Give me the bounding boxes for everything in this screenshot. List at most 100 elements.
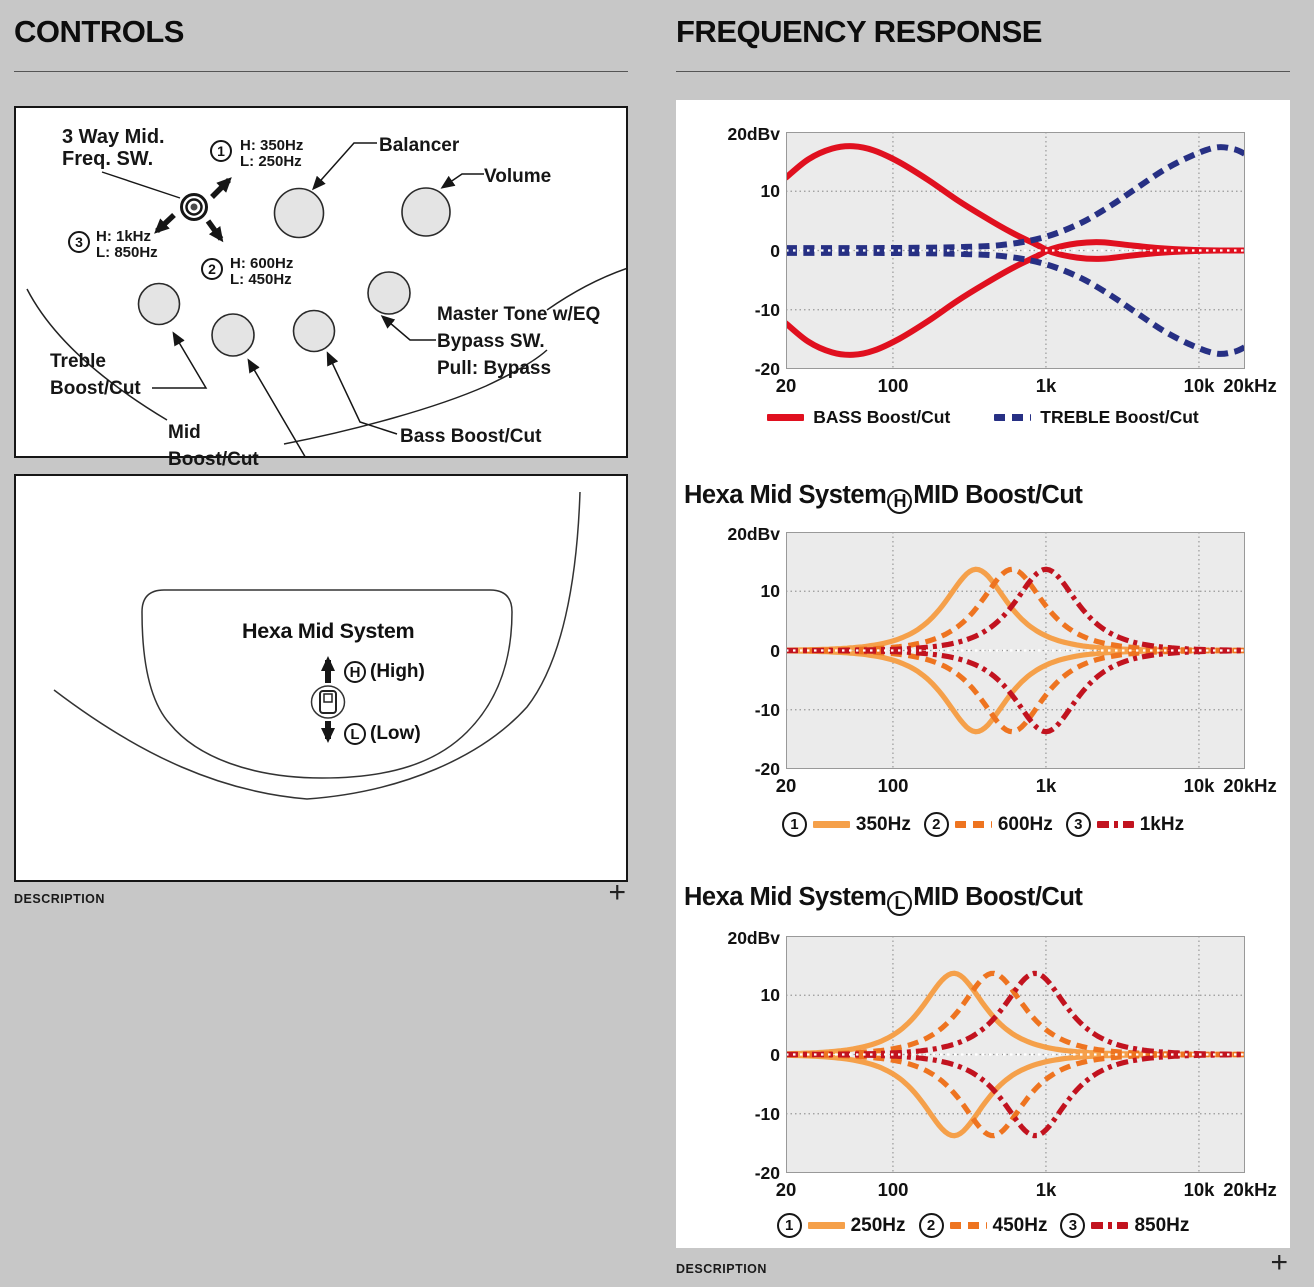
y-tick-label: -10 <box>754 699 780 720</box>
legend-item-1k: 3 1kHz <box>1065 812 1184 837</box>
description-row-right: DESCRIPTION + <box>676 1246 1290 1286</box>
x-tick-label: 10k <box>1183 1179 1215 1200</box>
hexa-low-plot <box>786 936 1245 1173</box>
mid-freq-switch[interactable] <box>180 193 208 221</box>
master-tone-label: Master Tone w/EQ Bypass SW. Pull: Bypass <box>437 304 601 379</box>
legend-item-850: 3 850Hz <box>1060 1213 1189 1238</box>
expand-button[interactable]: + <box>1270 1246 1288 1279</box>
body-contour <box>53 491 581 800</box>
frequency-response-heading: FREQUENCY RESPONSE <box>676 14 1042 49</box>
switch-option-1-freqs: H: 350Hz L: 250Hz <box>240 137 304 170</box>
y-axis-unit-label: 20dBv <box>727 928 780 948</box>
y-tick-label: -20 <box>754 1163 780 1183</box>
volume-knob[interactable] <box>401 187 451 237</box>
legend-item-treble: TREBLE Boost/Cut <box>994 407 1199 428</box>
legend-item-350: 1 350Hz <box>781 812 911 837</box>
section-divider <box>14 71 628 72</box>
swatch-850 <box>1091 1222 1129 1229</box>
swatch-1k <box>1096 821 1134 828</box>
chart3-legend: 1 250Hz 2 450Hz 3 850Hz <box>676 1213 1290 1238</box>
controls-heading: CONTROLS <box>14 14 184 49</box>
switch-option-2-badge: 2 <box>201 258 223 280</box>
hexa-mid-diagram: Hexa Mid System H (High) L (Low) <box>14 474 628 882</box>
y-tick-label: 0 <box>770 240 780 261</box>
chart1-legend: BASS Boost/Cut TREBLE Boost/Cut <box>676 407 1290 428</box>
x-tick-label: 20 <box>775 375 797 396</box>
bass-knob[interactable] <box>292 309 336 353</box>
description-label: DESCRIPTION <box>676 1262 767 1276</box>
bass-treble-plot <box>786 132 1245 369</box>
y-axis-unit-label: 20dBv <box>727 524 780 544</box>
swatch-450 <box>949 1222 987 1229</box>
x-tick-label: 10k <box>1183 375 1215 396</box>
treble-knob[interactable] <box>137 282 181 326</box>
hexa-diagram-graphics <box>53 491 581 800</box>
legend-item-450: 2 450Hz <box>918 1213 1047 1238</box>
y-tick-label: 0 <box>770 1044 780 1065</box>
x-tick-label: 20 <box>775 1179 797 1200</box>
controls-diagram-graphics <box>26 142 626 456</box>
legend-item-bass: BASS Boost/Cut <box>767 407 950 428</box>
mini-toggle-switch[interactable] <box>310 685 346 719</box>
switch-option-3-badge: 3 <box>68 231 90 253</box>
low-letter-badge: L <box>344 723 366 745</box>
charts-panel: 20dBv 10 0 -10 -20 20 100 1k 10k 20kHz BASS Boost… <box>676 100 1290 1248</box>
volume-leader <box>440 173 484 189</box>
expand-button[interactable]: + <box>608 876 626 909</box>
hexa-high-plot <box>786 532 1245 769</box>
volume-label: Volume <box>484 166 552 187</box>
y-tick-label: -20 <box>754 359 780 379</box>
balancer-label: Balancer <box>379 135 460 156</box>
swatch-250 <box>807 1222 845 1229</box>
treble-label: Treble Boost/Cut <box>50 351 141 399</box>
bass-label: Bass Boost/Cut <box>400 426 542 447</box>
description-row-left: DESCRIPTION + <box>14 876 628 916</box>
mid-leader <box>247 358 306 456</box>
balancer-knob[interactable] <box>273 187 325 239</box>
x-tick-label: 20kHz <box>1223 1179 1277 1200</box>
bass-leader <box>326 351 398 435</box>
x-tick-label: 10k <box>1183 775 1215 796</box>
chart2-title: Hexa Mid System H MID Boost/Cut <box>684 481 1083 514</box>
section-divider <box>676 71 1290 72</box>
treble-swatch <box>994 414 1032 421</box>
switch-option-1-badge: 1 <box>210 140 232 162</box>
chart-bass-treble: 20dBv 10 0 -10 -20 20 100 1k 10k 20kHz <box>676 124 1290 432</box>
bass-swatch <box>767 414 805 421</box>
y-axis-unit-label: 20dBv <box>727 124 780 144</box>
mid-knob[interactable] <box>211 313 255 357</box>
x-tick-label: 1k <box>1035 1179 1057 1200</box>
pickguard-contour <box>283 349 548 445</box>
freq-switch-label: 3 Way Mid. Freq. SW. <box>62 126 165 170</box>
master-leader <box>380 315 436 341</box>
x-tick-label: 100 <box>877 1179 909 1200</box>
switch-option-2-freqs: H: 600Hz L: 450Hz <box>230 255 294 288</box>
treble-leader <box>152 331 208 389</box>
swatch-600 <box>954 821 992 828</box>
master-tone-knob[interactable] <box>367 271 411 315</box>
freq-switch-leader <box>101 171 181 199</box>
switch-arrow-pos3 <box>154 212 176 234</box>
y-tick-label: -20 <box>754 759 780 779</box>
body-contour-left <box>26 288 168 421</box>
switch-option-3-freqs: H: 1kHz L: 850Hz <box>96 228 158 261</box>
x-tick-label: 20kHz <box>1223 375 1277 396</box>
control-cavity-outline <box>141 589 513 779</box>
body-contour-right <box>546 267 626 311</box>
y-tick-label: 10 <box>760 181 780 202</box>
y-tick-label: 10 <box>760 581 780 602</box>
legend-item-600: 2 600Hz <box>923 812 1053 837</box>
y-tick-label: -10 <box>754 1103 780 1124</box>
x-tick-label: 20kHz <box>1223 775 1277 796</box>
y-tick-label: -10 <box>754 299 780 320</box>
high-letter-badge: H <box>344 661 366 683</box>
controls-layout-diagram: 3 Way Mid. Freq. SW. 1 H: 350Hz L: 250Hz… <box>14 106 628 470</box>
switch-arrow-pos2 <box>205 219 224 243</box>
high-position-label: H (High) <box>344 661 425 683</box>
legend-item-250: 1 250Hz <box>776 1213 906 1238</box>
swatch-350 <box>812 821 850 828</box>
description-label: DESCRIPTION <box>14 892 105 906</box>
x-tick-label: 100 <box>877 775 909 796</box>
x-tick-label: 100 <box>877 375 909 396</box>
x-tick-label: 1k <box>1035 775 1057 796</box>
